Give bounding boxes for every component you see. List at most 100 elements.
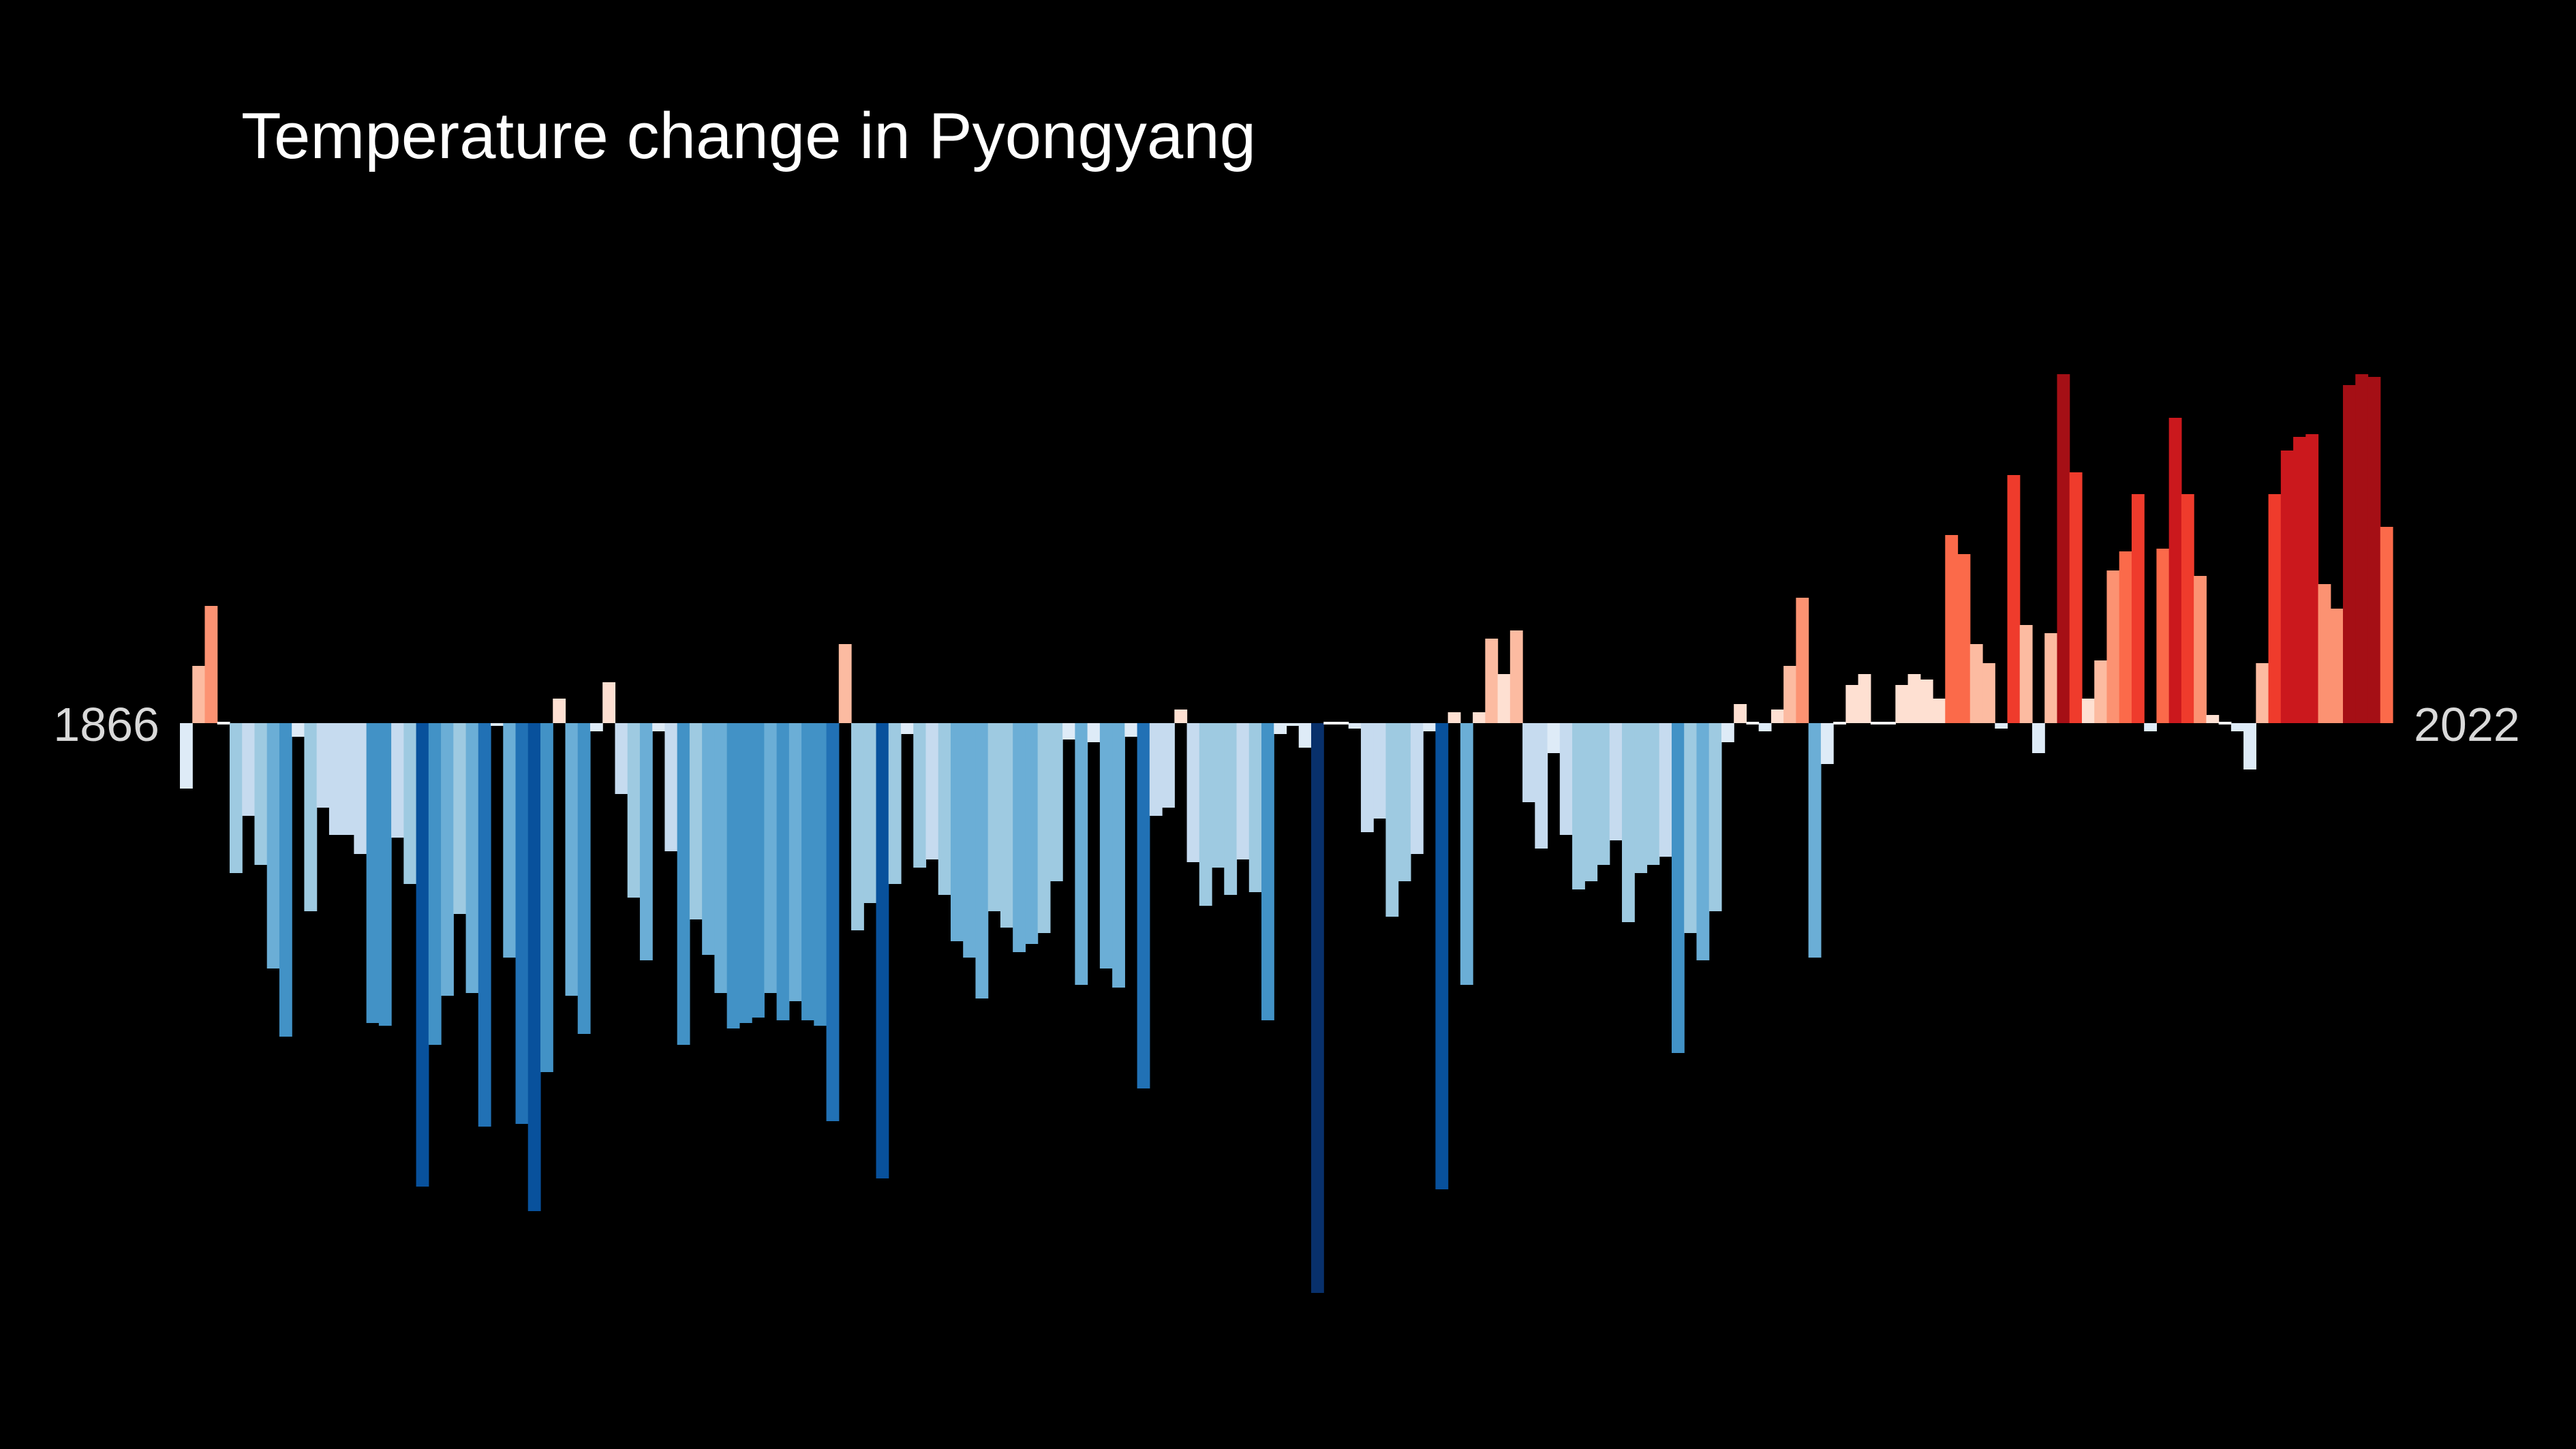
bar-2016 xyxy=(2044,633,2058,723)
bar-1900 xyxy=(602,682,616,723)
bar-2001 xyxy=(1858,674,1871,723)
bar-2006 xyxy=(1920,680,1933,723)
bar-1940 xyxy=(1099,723,1113,968)
bar-1908 xyxy=(702,723,715,955)
bar-1885 xyxy=(416,723,429,1187)
bar-1877 xyxy=(316,723,330,808)
bar-1979 xyxy=(1584,723,1598,881)
bar-1983 xyxy=(1634,723,1648,873)
bar-1964 xyxy=(1398,723,1411,881)
bar-1980 xyxy=(1597,723,1610,865)
bar-1874 xyxy=(279,723,292,1037)
bar-1989 xyxy=(1708,723,1722,911)
bar-1930 xyxy=(975,723,989,998)
bar-1961 xyxy=(1360,723,1374,832)
bar-2021 xyxy=(2106,570,2120,723)
bar-2034 xyxy=(2268,494,2282,723)
bar-2031 xyxy=(2230,723,2244,731)
bar-1988 xyxy=(1696,723,1710,960)
bar-1886 xyxy=(428,723,442,1045)
bar-2009 xyxy=(1957,554,1971,723)
bar-1934 xyxy=(1025,723,1039,944)
bar-2019 xyxy=(2081,699,2095,723)
bar-1871 xyxy=(242,723,256,816)
bar-1954 xyxy=(1274,723,1287,734)
bar-1927 xyxy=(938,723,951,895)
bar-2015 xyxy=(2031,723,2045,753)
bar-1909 xyxy=(714,723,728,993)
bar-2035 xyxy=(2280,451,2294,723)
bar-2014 xyxy=(2019,625,2033,723)
bar-2008 xyxy=(1945,535,1959,723)
bar-1866 xyxy=(180,723,193,789)
bar-2000 xyxy=(1845,685,1859,723)
bar-1906 xyxy=(677,723,690,1045)
bar-2039 xyxy=(2330,609,2344,723)
bar-1911 xyxy=(739,723,752,1023)
bar-1923 xyxy=(888,723,902,884)
bar-1939 xyxy=(1087,723,1101,742)
bar-2022 xyxy=(2119,551,2132,723)
bar-1891 xyxy=(491,723,504,726)
bar-1999 xyxy=(1833,722,1846,724)
bar-1998 xyxy=(1820,723,1834,764)
bar-2017 xyxy=(2057,374,2070,723)
bar-2024 xyxy=(2144,723,2158,731)
bar-1935 xyxy=(1037,723,1051,933)
bar-1965 xyxy=(1410,723,1424,854)
bar-2025 xyxy=(2156,549,2170,723)
bar-1915 xyxy=(788,723,802,1001)
bar-2043 xyxy=(2380,527,2393,723)
bar-1971 xyxy=(1485,639,1499,723)
bar-2003 xyxy=(1883,722,1896,724)
bar-1912 xyxy=(752,723,765,1018)
bar-1936 xyxy=(1049,723,1063,881)
bar-2010 xyxy=(1969,644,1983,723)
bar-2032 xyxy=(2243,723,2256,769)
bar-1994 xyxy=(1770,710,1784,723)
bar-2004 xyxy=(1895,685,1909,723)
bar-1981 xyxy=(1609,723,1623,840)
bar-1925 xyxy=(913,723,927,868)
bar-2023 xyxy=(2131,494,2145,723)
bar-1978 xyxy=(1572,723,1585,889)
bar-1903 xyxy=(639,723,653,960)
bar-1904 xyxy=(652,723,666,731)
bar-1880 xyxy=(354,723,367,854)
bar-1890 xyxy=(478,723,491,1127)
start-year-label: 1866 xyxy=(53,698,159,751)
bar-1938 xyxy=(1075,723,1088,985)
bar-1945 xyxy=(1162,723,1175,808)
bar-1895 xyxy=(540,723,553,1072)
bar-1868 xyxy=(204,606,218,723)
bar-1982 xyxy=(1622,723,1635,922)
bar-1888 xyxy=(453,723,467,914)
bar-1950 xyxy=(1224,723,1238,895)
bar-1974 xyxy=(1522,723,1535,802)
bar-1878 xyxy=(328,723,342,835)
bar-1970 xyxy=(1473,712,1486,723)
bar-2007 xyxy=(1933,699,1946,723)
bar-1917 xyxy=(814,723,827,1026)
bar-1928 xyxy=(950,723,964,941)
bar-1976 xyxy=(1547,723,1561,753)
bar-1991 xyxy=(1734,704,1747,723)
bar-2033 xyxy=(2256,663,2269,723)
bar-1995 xyxy=(1783,666,1796,723)
bar-1947 xyxy=(1186,723,1200,862)
bar-1907 xyxy=(689,723,703,919)
bar-1889 xyxy=(465,723,479,993)
bar-1951 xyxy=(1236,723,1250,859)
bar-1966 xyxy=(1423,723,1436,731)
bar-1984 xyxy=(1646,723,1660,865)
bar-1963 xyxy=(1385,723,1399,917)
bar-1872 xyxy=(254,723,268,865)
bar-2029 xyxy=(2206,715,2220,723)
bar-2002 xyxy=(1870,722,1884,724)
bar-1897 xyxy=(565,723,579,996)
bar-1913 xyxy=(764,723,778,993)
bar-1931 xyxy=(987,723,1001,911)
bar-1977 xyxy=(1559,723,1573,835)
